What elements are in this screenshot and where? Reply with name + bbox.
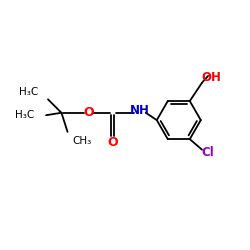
- Text: O: O: [108, 136, 118, 149]
- Text: O: O: [83, 106, 94, 119]
- Text: NH: NH: [130, 104, 150, 117]
- Text: OH: OH: [201, 71, 221, 84]
- Text: CH₃: CH₃: [72, 136, 92, 146]
- Text: H₃C: H₃C: [15, 110, 34, 120]
- Text: H₃C: H₃C: [19, 87, 38, 97]
- Text: Cl: Cl: [202, 146, 214, 159]
